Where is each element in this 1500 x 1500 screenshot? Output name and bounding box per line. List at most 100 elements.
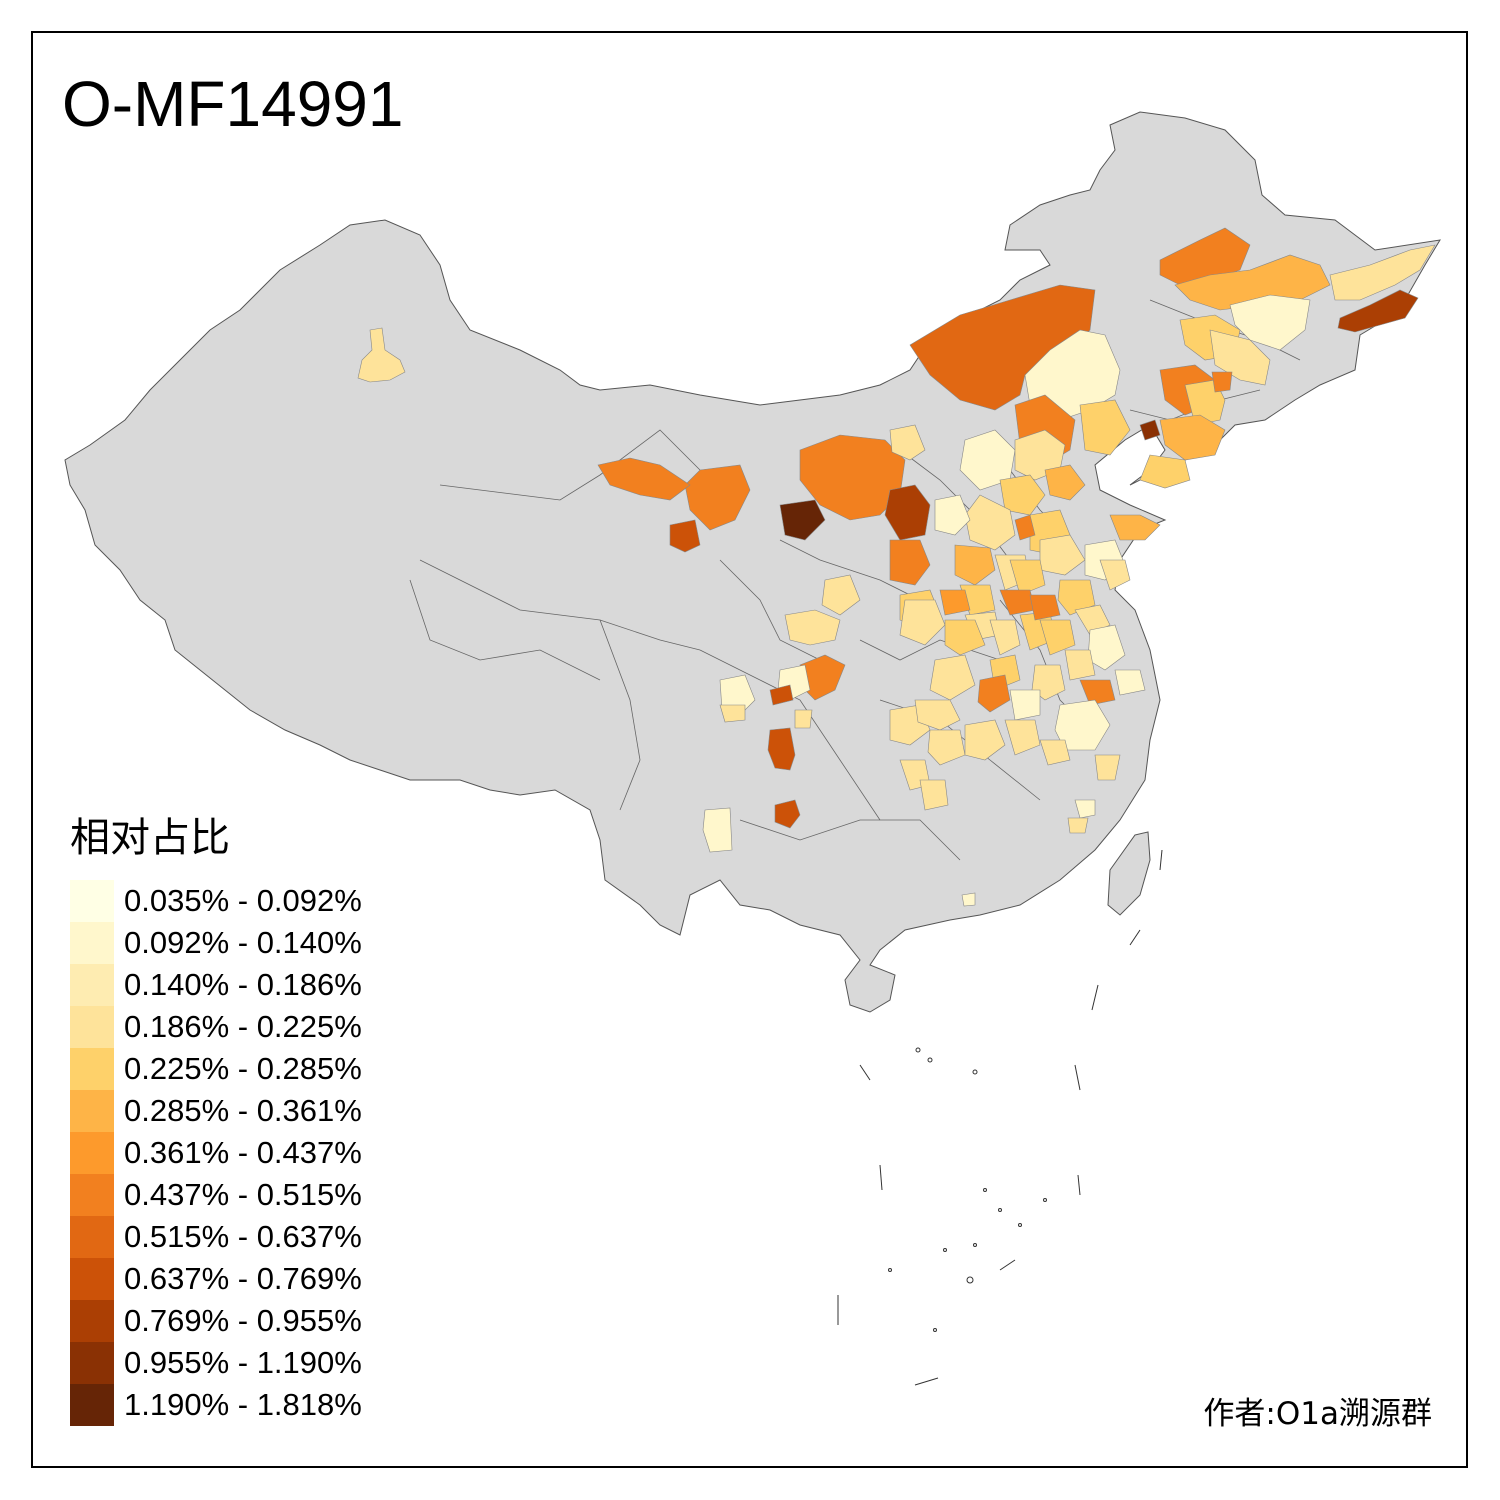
legend-label: 0.637% - 0.769%	[124, 1261, 362, 1296]
region-bayannur	[684, 464, 751, 531]
legend-label: 0.769% - 0.955%	[124, 1303, 362, 1338]
legend-swatch	[70, 880, 114, 922]
region-baoji	[821, 574, 861, 616]
legend-item: 1.190% - 1.818%	[70, 1384, 362, 1426]
legend-swatch	[70, 1342, 114, 1384]
region-qiqihar	[1174, 254, 1331, 311]
region-luoyang	[899, 599, 946, 646]
region-wuhu	[1054, 699, 1111, 751]
region-xinzhou	[889, 424, 926, 461]
legend-title: 相对占比	[70, 815, 230, 861]
legend-item: 0.140% - 0.186%	[70, 964, 362, 1006]
region-shantou	[961, 892, 976, 907]
region-kunming	[702, 807, 733, 853]
region-hohhot	[884, 484, 931, 541]
region-suihua	[1209, 329, 1271, 386]
region-jining	[1029, 594, 1061, 621]
legend-item: 0.186% - 0.225%	[70, 1006, 362, 1048]
map-title: O-MF14991	[62, 68, 404, 140]
legend-swatch	[70, 1258, 114, 1300]
region-shuangyashan	[1337, 289, 1419, 333]
legend-label: 0.285% - 0.361%	[124, 1093, 362, 1128]
region-jiamusi	[1329, 244, 1436, 301]
region-xian	[784, 609, 841, 646]
region-shangrao	[1094, 754, 1121, 781]
region-jiujiang	[1039, 739, 1071, 766]
region-xinyang	[977, 674, 1011, 713]
legend-label: 0.515% - 0.637%	[124, 1219, 362, 1254]
legend-swatch	[70, 1048, 114, 1090]
legend-label: 0.035% - 0.092%	[124, 883, 362, 918]
region-jiuquan	[597, 457, 691, 501]
region-urumqi	[357, 327, 406, 383]
region-jingzhou	[927, 729, 966, 766]
region-jinzhou	[1139, 419, 1161, 441]
region-heihe	[1159, 227, 1251, 286]
legend-item: 0.637% - 0.769%	[70, 1258, 362, 1300]
legend-label: 0.361% - 0.437%	[124, 1135, 362, 1170]
region-chifeng	[1079, 399, 1131, 456]
region-shiyan	[914, 699, 961, 731]
legend-items: 0.035% - 0.092% 0.092% - 0.140% 0.140% - 0…	[70, 880, 362, 1426]
region-guangyuan	[769, 684, 794, 706]
south-china-sea-islands	[837, 849, 1163, 1386]
region-xuzhou	[1039, 619, 1076, 656]
legend-swatch	[70, 922, 114, 964]
region-shijiazhuang	[954, 544, 996, 586]
legend-item: 0.361% - 0.437%	[70, 1132, 362, 1174]
region-nanyang	[929, 654, 976, 701]
region-huaian	[1064, 649, 1096, 681]
region-beijing	[999, 474, 1046, 516]
legend-item: 0.437% - 0.515%	[70, 1174, 362, 1216]
legend-label: 0.092% - 0.140%	[124, 925, 362, 960]
region-langfang	[1014, 514, 1036, 541]
region-deyang	[719, 704, 746, 723]
region-chongqing	[767, 727, 796, 771]
legend-label: 0.225% - 0.285%	[124, 1051, 362, 1086]
region-dezhou	[1009, 559, 1046, 596]
region-kaifeng	[989, 619, 1021, 656]
map-credit: 作者:O1a溯源群	[1203, 1396, 1432, 1432]
region-tieling	[1159, 414, 1226, 461]
region-suzhou	[1114, 669, 1146, 696]
legend-label: 1.190% - 1.818%	[124, 1387, 362, 1422]
region-yiyang	[919, 779, 949, 811]
region-fuzhou	[1074, 799, 1096, 819]
region-qingdao	[1099, 559, 1131, 591]
legend-label: 0.955% - 1.190%	[124, 1345, 362, 1380]
region-baotou	[779, 499, 826, 541]
legend-item: 0.769% - 0.955%	[70, 1300, 362, 1342]
region-nanchong	[794, 709, 813, 729]
legend: 相对占比 0.035% - 0.092% 0.092% - 0.140% 0.140…	[70, 818, 362, 1426]
region-taiyuan	[889, 539, 931, 586]
region-datong	[934, 494, 971, 536]
legend-item: 0.285% - 0.361%	[70, 1090, 362, 1132]
legend-label: 0.140% - 0.186%	[124, 967, 362, 1002]
legend-swatch	[70, 1132, 114, 1174]
region-anqing	[1009, 689, 1041, 721]
region-wuwei	[669, 519, 701, 553]
legend-swatch	[70, 1006, 114, 1048]
region-zhengzhou	[944, 619, 986, 656]
legend-item: 0.092% - 0.140%	[70, 922, 362, 964]
legend-swatch	[70, 1090, 114, 1132]
taiwan-landmass	[1107, 831, 1151, 916]
region-jilin-city	[1211, 371, 1233, 393]
region-nanjing	[1079, 679, 1116, 706]
legend-swatch	[70, 1300, 114, 1342]
legend-item: 0.225% - 0.285%	[70, 1048, 362, 1090]
legend-item: 0.035% - 0.092%	[70, 880, 362, 922]
region-putian	[1067, 817, 1089, 834]
legend-label: 0.186% - 0.225%	[124, 1009, 362, 1044]
legend-swatch	[70, 1174, 114, 1216]
legend-label: 0.437% - 0.515%	[124, 1177, 362, 1212]
region-huanggang	[1004, 719, 1041, 756]
region-wuhan	[964, 719, 1006, 761]
region-tangshan	[1044, 464, 1086, 501]
region-yangquan	[939, 589, 971, 616]
legend-item: 0.955% - 1.190%	[70, 1342, 362, 1384]
region-yantai	[1109, 514, 1161, 541]
region-dandong	[1139, 454, 1191, 489]
legend-item: 0.515% - 0.637%	[70, 1216, 362, 1258]
